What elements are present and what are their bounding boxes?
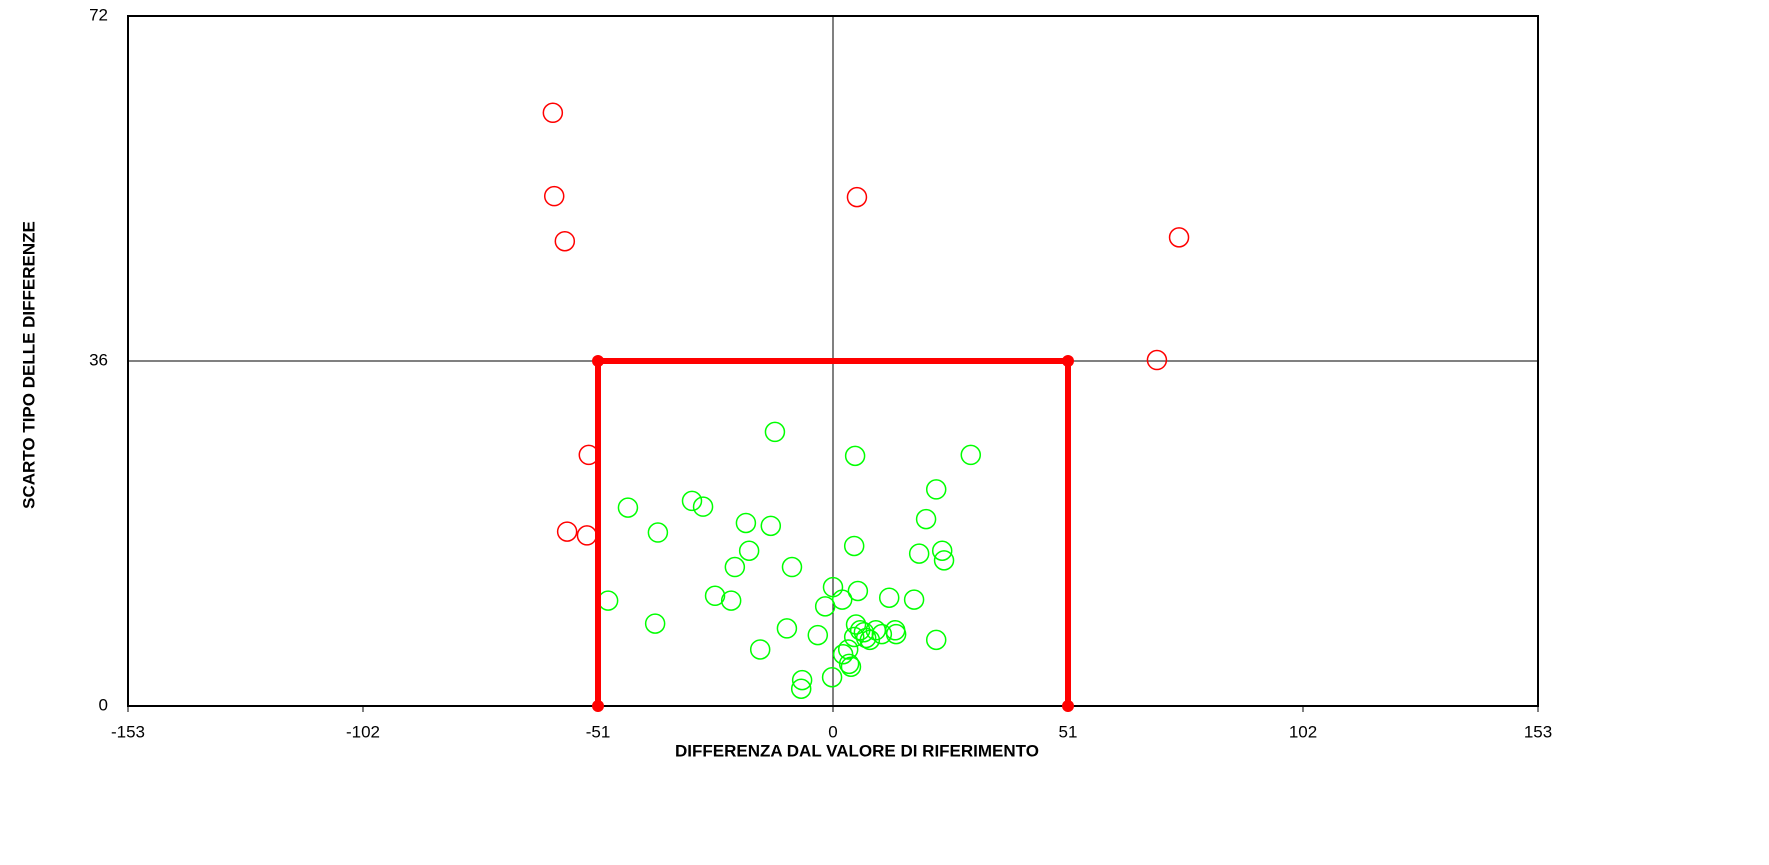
point [846,186,868,208]
point [843,535,865,557]
y-tick-label: 0 [99,695,108,714]
x-tick-label: 0 [828,722,837,741]
point [749,639,771,660]
y-axis-label: SCARTO TIPO DELLE DIFFERENZE [19,221,38,509]
y-tick-label: 36 [89,350,108,369]
point [681,490,703,512]
point [791,669,813,691]
point [556,521,578,542]
limit-vertex [1062,355,1074,367]
point [859,629,881,651]
point [885,623,907,645]
point [807,624,829,646]
point [838,653,860,675]
x-tick-label: 51 [1059,722,1078,741]
point [781,556,803,578]
point [720,590,742,611]
point [814,596,836,617]
point [903,589,925,610]
point [884,620,906,641]
point [617,497,639,518]
x-axis-label: DIFFERENZA DAL VALORE DI RIFERIMENTO [675,741,1039,760]
plot-border [127,15,1539,707]
point [878,587,900,608]
point [735,512,757,534]
point [915,508,937,530]
x-tick-label: -102 [346,722,380,741]
x-tick-label: -51 [586,722,611,741]
point [597,590,619,611]
point [844,445,866,467]
point [931,540,953,561]
limit-vertex [592,700,604,712]
x-tick-label: 153 [1524,722,1552,741]
point [855,627,877,649]
point [644,613,666,634]
point [831,589,853,610]
point [845,614,867,635]
point [542,102,564,124]
point [576,525,598,546]
point [847,580,869,602]
point [960,444,982,466]
x-tick-label: -153 [111,722,145,741]
point [908,543,930,564]
point [790,678,812,699]
point [1146,349,1168,371]
limit-vertex [592,355,604,367]
point [821,667,843,688]
point [543,185,565,207]
point [776,618,798,639]
point [925,479,947,500]
limit-line [595,358,1071,706]
point [764,421,786,443]
point [760,515,782,537]
point [554,230,576,252]
y-tick-label: 72 [89,5,108,24]
point [647,522,669,543]
point [837,639,859,660]
point [738,540,760,561]
x-tick-label: 102 [1289,722,1317,741]
point [933,550,955,571]
point [840,656,862,677]
point [1168,227,1190,248]
limit-vertex [1062,700,1074,712]
point [843,626,865,648]
point [871,623,893,645]
point [724,556,746,578]
point [925,629,947,651]
point [692,496,714,517]
point [704,585,726,607]
